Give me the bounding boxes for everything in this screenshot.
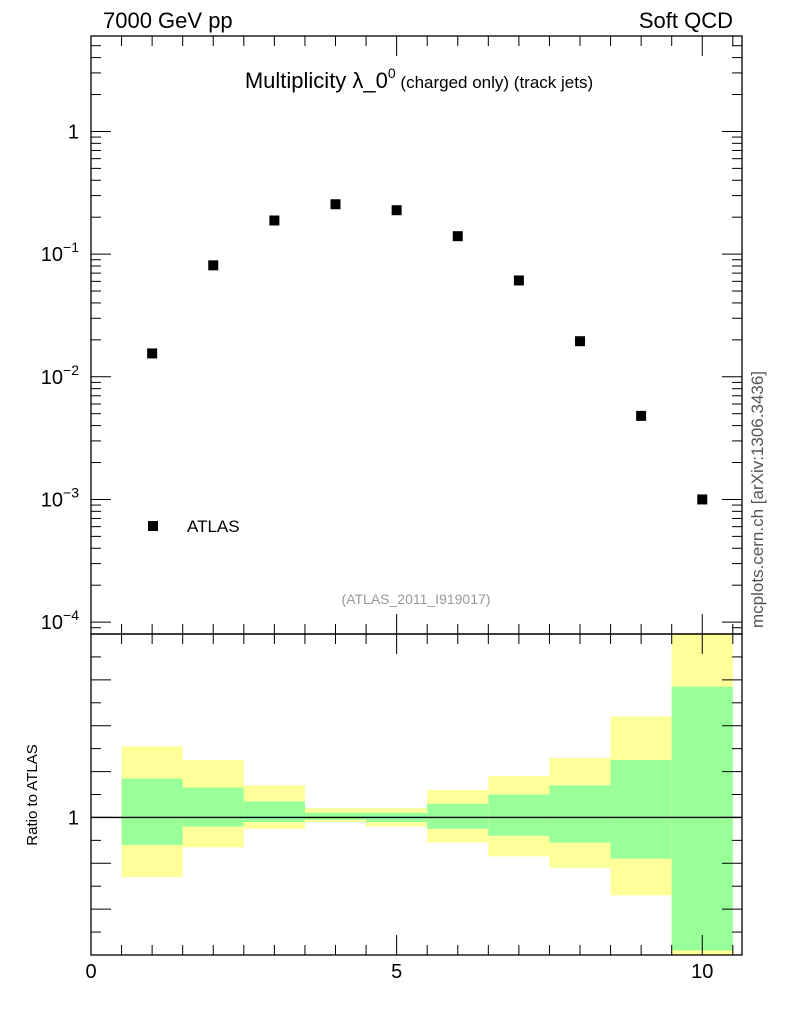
y-tick-label: 10−1 [41, 239, 79, 266]
ratio-band-green-0 [121, 778, 183, 845]
ratio-y-tick-label: 1 [68, 807, 79, 829]
ratio-band-green-2 [243, 801, 305, 823]
x-tick-label: 5 [391, 961, 402, 983]
ratio-ylabel: Ratio to ATLAS [24, 744, 41, 845]
data-point [391, 205, 402, 216]
ratio-band-green-5 [427, 803, 489, 829]
data-point [208, 260, 219, 271]
x-tick-label: 10 [691, 961, 713, 983]
data-point [575, 336, 586, 347]
ratio-band-green-1 [182, 787, 244, 827]
analysis-watermark: (ATLAS_2011_I919017) [342, 591, 491, 607]
header-right: Soft QCD [638, 8, 733, 33]
y-tick-label: 10−3 [41, 484, 79, 511]
ratio-band-green-6 [488, 794, 550, 836]
y-tick-label: 1 [68, 121, 79, 143]
chart-title-main: Multiplicity λ_0 [245, 68, 388, 93]
data-point [513, 275, 524, 286]
data-point [636, 410, 647, 421]
ratio-band-green-7 [549, 785, 611, 843]
data-point [697, 494, 708, 505]
legend-marker [148, 521, 158, 531]
x-tick-label: 0 [85, 961, 96, 983]
ratio-band-green-9 [671, 686, 733, 951]
legend-label: ATLAS [187, 517, 240, 536]
main-frame [90, 35, 743, 635]
ratio-band-green-3 [304, 812, 367, 820]
chart-title-sup: 0 [388, 65, 396, 81]
y-tick-label: 10−4 [41, 607, 79, 634]
ratio-band-green-8 [610, 760, 672, 859]
data-point [147, 348, 158, 359]
header-left: 7000 GeV pp [103, 8, 233, 33]
y-tick-label: 10−2 [41, 362, 79, 389]
data-point [452, 231, 463, 242]
data-point [269, 215, 280, 226]
chart-title-rest: (charged only) (track jets) [396, 73, 593, 92]
chart-title: Multiplicity λ_00 (charged only) (track … [245, 65, 593, 93]
data-point [330, 199, 341, 210]
